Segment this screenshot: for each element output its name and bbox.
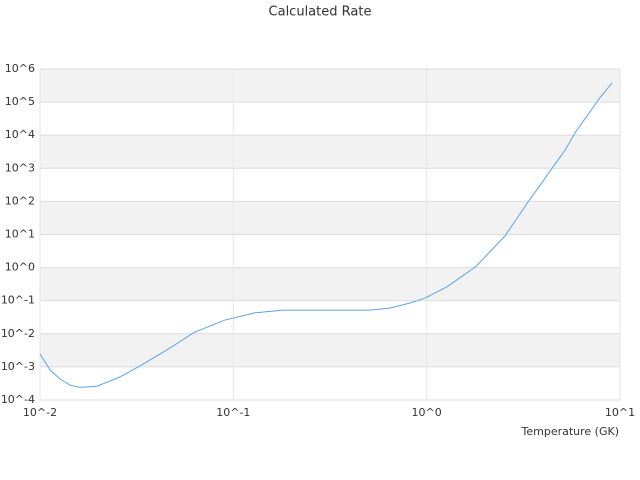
y-tick-label: 10^3 bbox=[5, 161, 35, 174]
y-tick-label: 10^-1 bbox=[1, 294, 35, 307]
y-tick-label: 10^2 bbox=[5, 194, 35, 207]
grid-band bbox=[40, 135, 620, 169]
y-tick-label: 10^6 bbox=[5, 62, 35, 75]
chart-title: Calculated Rate bbox=[269, 5, 372, 20]
x-axis-label: Temperature (GK) bbox=[521, 425, 620, 438]
grid-band bbox=[40, 267, 620, 301]
y-tick-label: 10^0 bbox=[5, 261, 35, 274]
grid-band bbox=[40, 69, 620, 103]
grid-band bbox=[40, 333, 620, 367]
y-tick-label: 10^4 bbox=[5, 128, 35, 141]
x-tick-label: 10^1 bbox=[605, 406, 635, 419]
x-tick-label: 10^0 bbox=[412, 406, 442, 419]
x-tick-label: 10^-1 bbox=[216, 406, 250, 419]
y-tick-label: 10^-2 bbox=[1, 327, 35, 340]
y-tick-label: 10^-3 bbox=[1, 360, 35, 373]
plot-background bbox=[39, 68, 621, 401]
x-tick-label: 10^-2 bbox=[23, 406, 57, 419]
y-tick-label: 10^5 bbox=[5, 95, 35, 108]
data-line bbox=[39, 82, 613, 388]
grid-band bbox=[40, 201, 620, 235]
y-tick-label: 10^-4 bbox=[1, 393, 35, 406]
y-tick-label: 10^1 bbox=[5, 228, 35, 241]
